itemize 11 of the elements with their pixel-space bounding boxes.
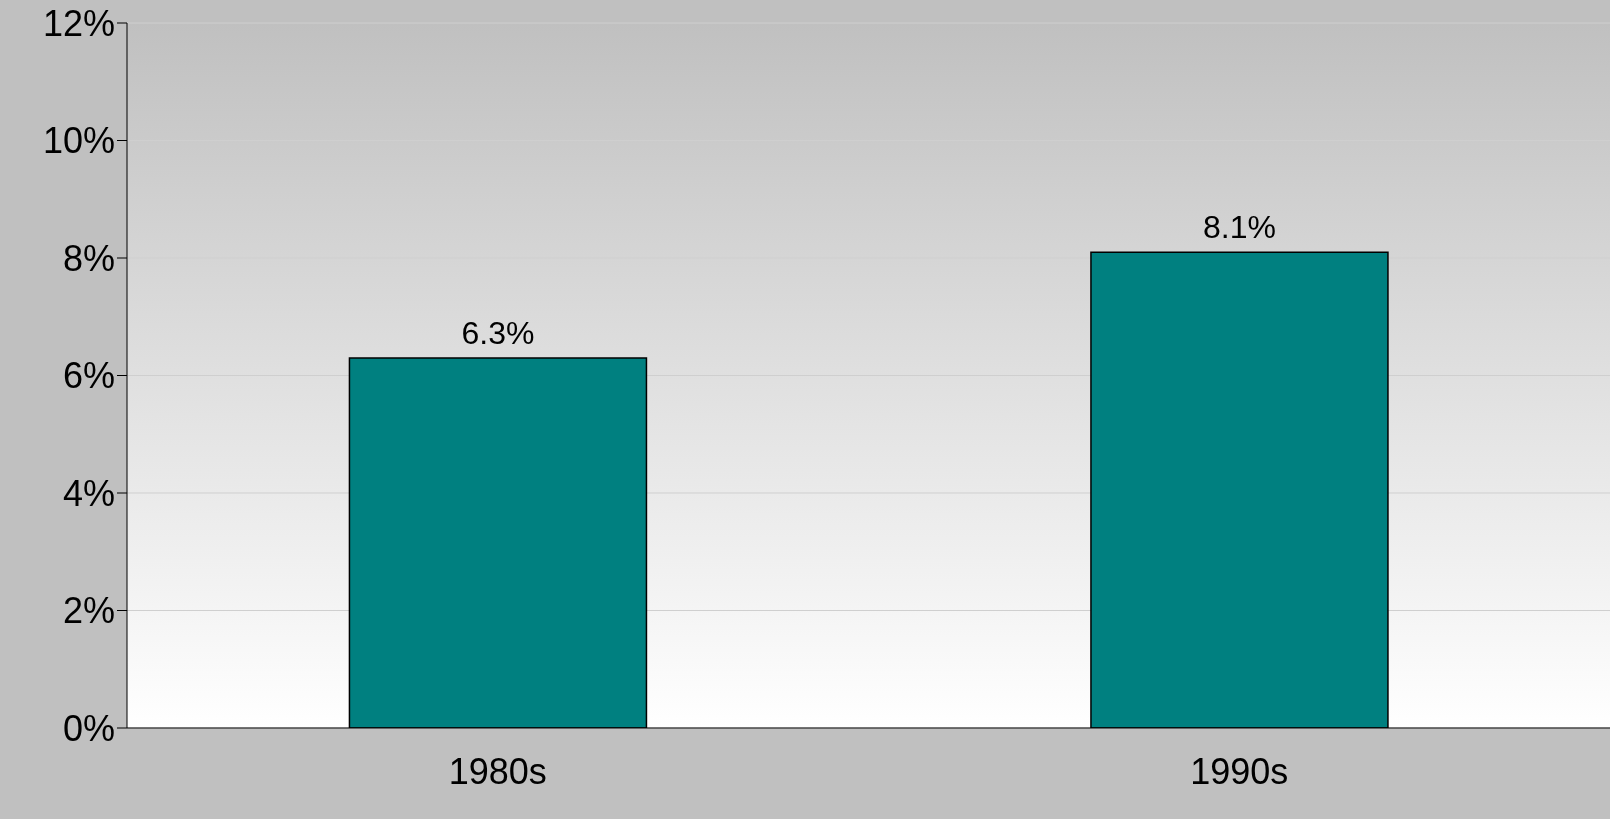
x-tick-label: 1990s [1190,750,1289,792]
y-tick-label: 2% [62,590,115,632]
x-tick-label: 1980s [448,750,547,792]
y-tick-label: 10% [42,120,115,162]
y-tick-label: 8% [62,237,115,279]
data-label: 8.1% [1202,209,1276,246]
y-tick-label: 12% [42,2,115,44]
data-label: 6.3% [461,314,535,351]
y-tick-label: 6% [62,355,115,397]
y-tick-label: 4% [62,472,115,514]
y-tick-label: 0% [62,707,115,749]
